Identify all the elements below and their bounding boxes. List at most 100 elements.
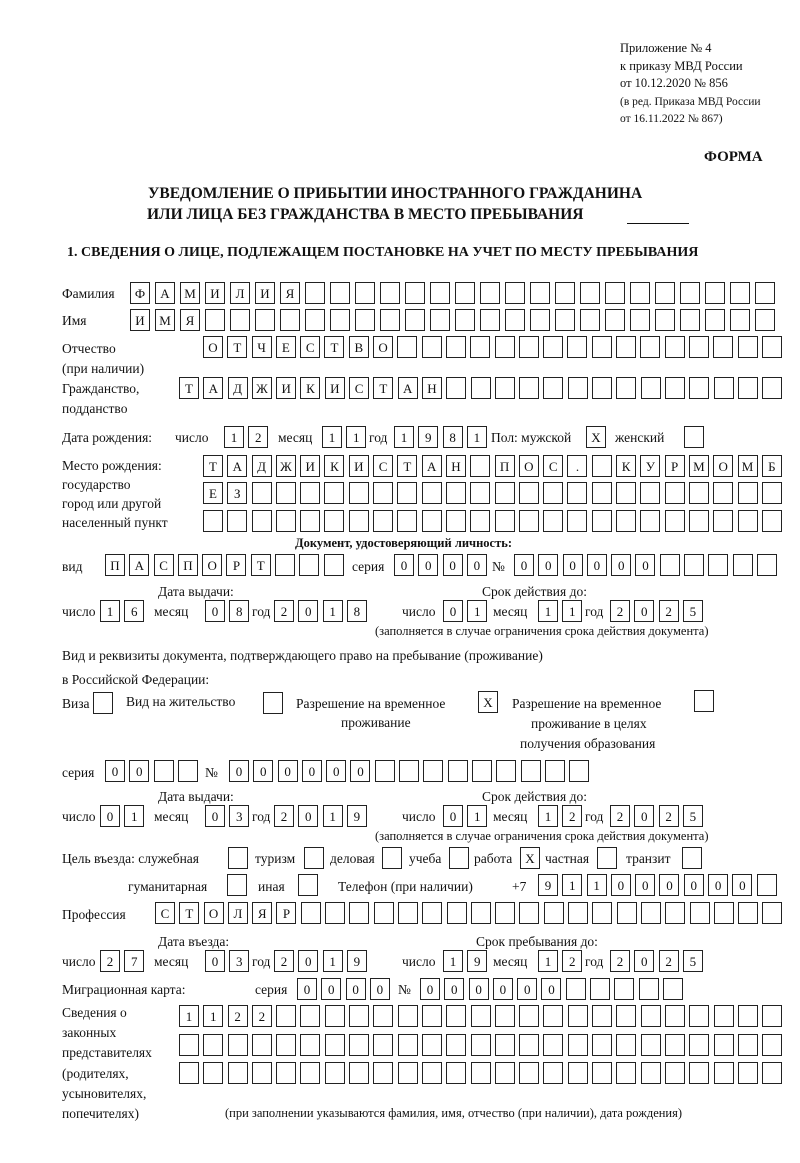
char-cell[interactable] [349, 902, 370, 924]
char-cell[interactable] [592, 1062, 613, 1084]
char-cell[interactable] [567, 510, 588, 532]
char-cell[interactable]: Е [203, 482, 223, 504]
char-cell[interactable] [397, 482, 418, 504]
char-cell[interactable] [664, 1034, 685, 1056]
char-cell[interactable] [446, 1062, 467, 1084]
char-cell[interactable] [713, 482, 734, 504]
char-cell[interactable] [640, 336, 661, 358]
char-cell[interactable]: 0 [611, 554, 632, 576]
char-cell[interactable] [494, 336, 515, 358]
char-cell[interactable]: 0 [634, 805, 655, 827]
char-cell[interactable] [688, 482, 709, 504]
char-cell[interactable]: Ж [251, 377, 272, 399]
char-cell[interactable] [543, 1034, 564, 1056]
char-cell[interactable]: 2 [658, 805, 679, 827]
char-cell[interactable] [447, 760, 468, 782]
char-cell[interactable]: 0 [466, 554, 487, 576]
char-cell[interactable] [616, 336, 637, 358]
char-cell[interactable]: Р [226, 554, 247, 576]
char-cell[interactable] [299, 554, 320, 576]
char-cell[interactable]: П [494, 455, 515, 477]
char-cell[interactable] [405, 309, 425, 331]
checkbox-cell[interactable] [298, 874, 318, 896]
char-cell[interactable] [688, 510, 709, 532]
char-cell[interactable]: Л [227, 902, 248, 924]
char-cell[interactable] [471, 760, 492, 782]
char-cell[interactable] [689, 1062, 710, 1084]
char-cell[interactable]: А [397, 377, 418, 399]
char-cell[interactable] [630, 282, 650, 304]
char-cell[interactable] [380, 282, 400, 304]
char-cell[interactable] [330, 282, 350, 304]
char-cell[interactable] [470, 902, 491, 924]
char-cell[interactable] [280, 309, 300, 331]
char-cell[interactable]: О [203, 902, 224, 924]
char-cell[interactable]: 0 [708, 874, 729, 896]
char-cell[interactable]: 0 [105, 760, 125, 782]
char-cell[interactable] [203, 1034, 224, 1056]
char-cell[interactable] [762, 377, 783, 399]
char-cell[interactable] [580, 309, 600, 331]
char-cell[interactable]: 0 [562, 554, 583, 576]
char-cell[interactable] [664, 1062, 685, 1084]
char-cell[interactable] [518, 482, 539, 504]
char-cell[interactable] [592, 377, 613, 399]
char-cell[interactable]: 0 [298, 805, 319, 827]
char-cell[interactable]: 1 [586, 874, 607, 896]
char-cell[interactable]: . [567, 455, 588, 477]
checkbox-cell[interactable]: X [520, 847, 540, 869]
char-cell[interactable] [664, 336, 685, 358]
char-cell[interactable] [762, 902, 783, 924]
char-cell[interactable] [251, 1034, 272, 1056]
checkbox-cell[interactable]: X [586, 426, 606, 448]
char-cell[interactable] [755, 309, 775, 331]
char-cell[interactable] [397, 1005, 418, 1027]
char-cell[interactable] [543, 336, 564, 358]
char-cell[interactable] [405, 282, 425, 304]
char-cell[interactable] [713, 377, 734, 399]
char-cell[interactable] [494, 377, 515, 399]
char-cell[interactable] [179, 1062, 199, 1084]
char-cell[interactable] [592, 902, 613, 924]
char-cell[interactable] [616, 377, 637, 399]
char-cell[interactable]: С [373, 455, 394, 477]
char-cell[interactable]: 8 [229, 600, 250, 622]
char-cell[interactable] [705, 309, 725, 331]
char-cell[interactable] [373, 510, 394, 532]
char-cell[interactable]: 2 [274, 805, 294, 827]
char-cell[interactable]: Ж [275, 455, 296, 477]
visa-checkbox[interactable] [93, 692, 117, 714]
char-cell[interactable] [300, 1005, 321, 1027]
char-cell[interactable] [567, 482, 588, 504]
char-cell[interactable] [348, 482, 369, 504]
char-cell[interactable]: 0 [517, 978, 538, 1000]
purpose-private-checkbox[interactable] [597, 847, 621, 869]
char-cell[interactable] [470, 1005, 491, 1027]
char-cell[interactable] [470, 377, 491, 399]
temp-edu-checkbox[interactable] [694, 690, 718, 712]
char-cell[interactable] [730, 282, 750, 304]
char-cell[interactable] [373, 482, 394, 504]
char-cell[interactable] [592, 1005, 613, 1027]
char-cell[interactable]: 0 [541, 978, 562, 1000]
char-cell[interactable] [397, 1034, 418, 1056]
char-cell[interactable] [275, 510, 296, 532]
char-cell[interactable]: Д [251, 455, 272, 477]
char-cell[interactable] [756, 554, 777, 576]
char-cell[interactable]: 0 [205, 950, 225, 972]
char-cell[interactable]: 0 [442, 554, 463, 576]
char-cell[interactable]: 0 [205, 600, 225, 622]
char-cell[interactable]: 8 [442, 426, 463, 448]
char-cell[interactable]: С [349, 377, 370, 399]
char-cell[interactable]: А [203, 377, 224, 399]
char-cell[interactable]: Е [275, 336, 296, 358]
